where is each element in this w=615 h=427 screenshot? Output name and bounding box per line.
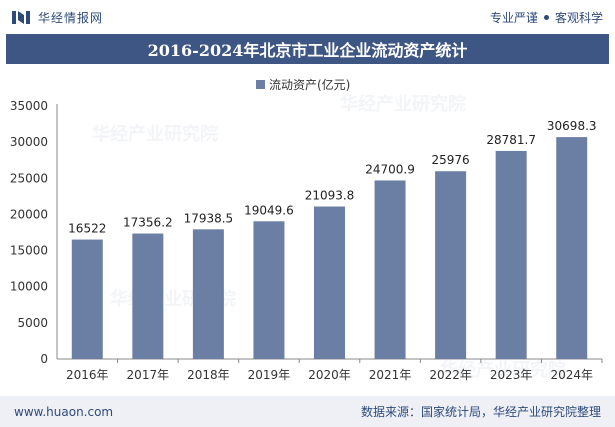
y-tick-label: 20000 <box>10 207 48 221</box>
data-label: 30698.3 <box>547 119 597 133</box>
top-bar: 华经情报网 专业严谨 客观科学 <box>0 0 615 34</box>
x-tick-label: 2017年 <box>127 368 170 382</box>
x-tick-label: 2024年 <box>550 368 593 382</box>
data-label: 21093.8 <box>305 189 355 203</box>
legend-swatch <box>256 80 265 89</box>
tagline-left: 专业严谨 <box>489 10 538 25</box>
bar <box>556 137 588 359</box>
x-tick-label: 2018年 <box>187 368 230 382</box>
y-tick-label: 35000 <box>10 99 48 113</box>
x-tick-label: 2021年 <box>369 368 412 382</box>
bar <box>71 239 103 359</box>
footer-source: 数据来源：国家统计局，华经产业研究院整理 <box>360 405 601 419</box>
chart-title: 2016-2024年北京市工业企业流动资产统计 <box>147 41 468 60</box>
x-tick-label: 2019年 <box>248 368 291 382</box>
y-tick-label: 10000 <box>10 280 48 294</box>
chart-legend: 流动资产(亿元) <box>256 76 350 93</box>
bar <box>435 171 467 359</box>
x-tick-label: 2023年 <box>490 368 533 382</box>
brand: 华经情报网 <box>12 9 103 26</box>
x-tick-label: 2020年 <box>308 368 351 382</box>
bar-chart: 0 5000 10000 15000 20000 25000 30000 35000 16522… <box>10 99 603 382</box>
y-tick-label: 5000 <box>17 316 48 330</box>
data-label: 24700.9 <box>365 162 415 176</box>
x-tick-label: 2022年 <box>429 368 472 382</box>
x-tick-label: 2016年 <box>66 368 109 382</box>
bar <box>253 221 285 359</box>
data-label: 16522 <box>68 222 106 236</box>
tagline-dot-icon <box>543 14 549 20</box>
data-label: 17938.5 <box>184 211 234 225</box>
y-tick-label: 30000 <box>10 135 48 149</box>
bar <box>192 229 224 359</box>
chart-title-bar: 2016-2024年北京市工业企业流动资产统计 <box>6 34 609 64</box>
data-label: 17356.2 <box>123 216 173 230</box>
footer-url[interactable]: www.huaon.com <box>14 404 114 419</box>
footer: www.huaon.com 数据来源：国家统计局，华经产业研究院整理 <box>0 396 615 427</box>
brand-name: 华经情报网 <box>38 10 104 25</box>
data-label: 28781.7 <box>486 133 536 147</box>
y-tick-label: 0 <box>40 352 48 366</box>
data-label: 25976 <box>432 153 470 167</box>
data-label: 19049.6 <box>244 203 294 217</box>
tagline: 专业严谨 客观科学 <box>490 9 603 26</box>
bar <box>132 233 164 359</box>
bar <box>495 150 527 359</box>
y-tick-label: 25000 <box>10 171 48 185</box>
tagline-right: 客观科学 <box>554 10 603 25</box>
legend-label: 流动资产(亿元) <box>269 78 351 92</box>
bar <box>374 180 406 359</box>
brand-logo-icon <box>12 11 30 24</box>
y-tick-label: 15000 <box>10 244 48 258</box>
bar <box>314 206 345 359</box>
